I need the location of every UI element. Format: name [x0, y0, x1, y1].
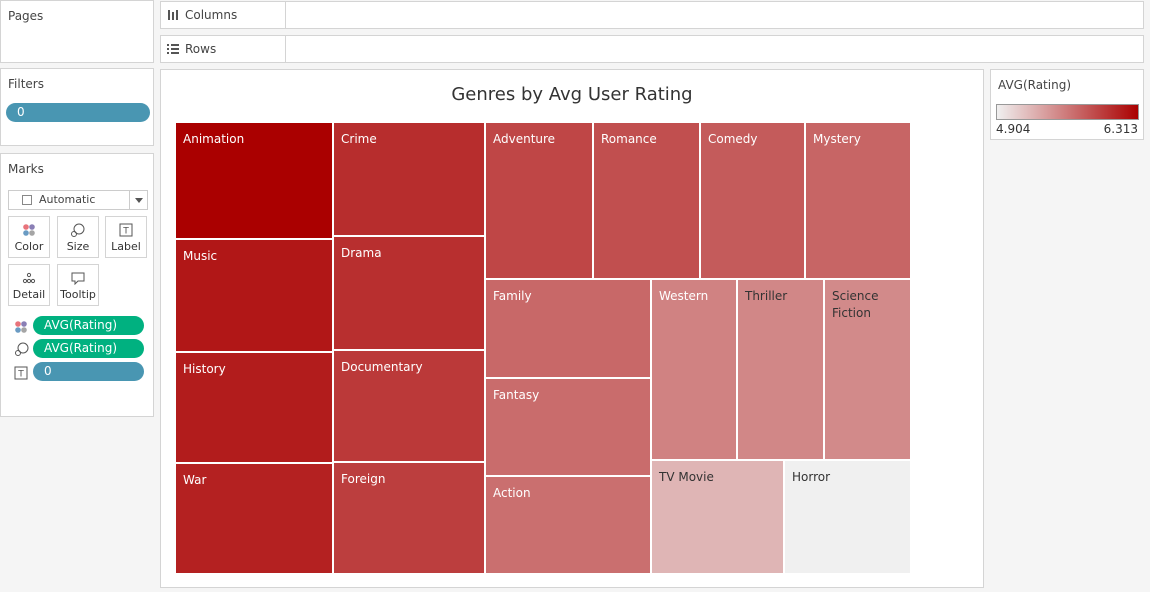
label-field-pill[interactable]: 0	[33, 362, 144, 381]
chevron-down-icon[interactable]	[129, 191, 147, 209]
tooltip-button-label: Tooltip	[60, 288, 96, 301]
tile-label: Science Fiction	[832, 289, 879, 320]
label-button[interactable]: T Label	[105, 216, 147, 258]
legend-min: 4.904	[996, 122, 1031, 136]
tile-crime[interactable]: Crime	[333, 122, 485, 236]
tile-tv-movie[interactable]: TV Movie	[651, 460, 784, 574]
tile-label: Mystery	[813, 132, 861, 146]
tile-label: Western	[659, 289, 709, 303]
tile-documentary[interactable]: Documentary	[333, 350, 485, 462]
tile-label: Comedy	[708, 132, 758, 146]
size-button[interactable]: Size	[57, 216, 99, 258]
svg-text:T: T	[17, 370, 24, 380]
columns-divider	[285, 2, 286, 28]
tile-drama[interactable]: Drama	[333, 236, 485, 350]
filters-panel[interactable]: Filters 0	[0, 68, 154, 146]
color-button-label: Color	[14, 240, 44, 253]
color-field-pill[interactable]: AVG(Rating)	[33, 316, 144, 335]
rows-label: Rows	[167, 42, 216, 56]
tooltip-button[interactable]: Tooltip	[57, 264, 99, 306]
detail-button-label: Detail	[12, 288, 46, 301]
tile-label: Horror	[792, 470, 831, 484]
size-field-pill[interactable]: AVG(Rating)	[33, 339, 144, 358]
tile-history[interactable]: History	[175, 352, 333, 463]
label-field-icon: T	[14, 365, 28, 384]
tile-horror[interactable]: Horror	[784, 460, 911, 574]
tile-foreign[interactable]: Foreign	[333, 462, 485, 574]
tile-label: Documentary	[341, 360, 423, 374]
pages-panel[interactable]: Pages	[0, 0, 154, 63]
tile-romance[interactable]: Romance	[593, 122, 700, 279]
tile-western[interactable]: Western	[651, 279, 737, 460]
tile-label: Family	[493, 289, 532, 303]
columns-shelf[interactable]: Columns	[160, 1, 1144, 29]
square-icon	[22, 195, 32, 205]
columns-icon	[168, 10, 178, 20]
tile-label: TV Movie	[659, 470, 714, 484]
tile-music[interactable]: Music	[175, 239, 333, 352]
detail-icon	[9, 271, 49, 285]
tile-thriller[interactable]: Thriller	[737, 279, 824, 460]
svg-text:T: T	[122, 227, 129, 237]
tile-label: Crime	[341, 132, 377, 146]
legend-max: 6.313	[1103, 122, 1138, 136]
tile-fantasy[interactable]: Fantasy	[485, 378, 651, 476]
detail-button[interactable]: Detail	[8, 264, 50, 306]
size-button-label: Size	[66, 240, 90, 253]
tile-label: History	[183, 362, 226, 376]
filters-title: Filters	[8, 77, 44, 91]
columns-text: Columns	[185, 8, 238, 22]
tooltip-icon	[58, 271, 98, 285]
color-legend[interactable]: AVG(Rating) 4.904 6.313	[990, 69, 1144, 140]
legend-gradient	[996, 104, 1139, 120]
tile-action[interactable]: Action	[485, 476, 651, 574]
tile-science-fiction[interactable]: Science Fiction	[824, 279, 911, 460]
tile-animation[interactable]: Animation	[175, 122, 333, 239]
tile-label: Romance	[601, 132, 657, 146]
tile-label: Adventure	[493, 132, 556, 146]
size-field-icon	[14, 341, 30, 361]
tile-label: Action	[493, 486, 531, 500]
marks-panel: Marks Automatic Color Size T Label Detai…	[0, 153, 154, 417]
tile-label: Drama	[341, 246, 382, 260]
rows-divider	[285, 36, 286, 62]
mark-type-value: Automatic	[39, 193, 96, 206]
color-field-icon	[14, 319, 28, 338]
tile-adventure[interactable]: Adventure	[485, 122, 593, 279]
pages-title: Pages	[8, 9, 44, 23]
viz-canvas: Genres by Avg User Rating Animation Musi…	[160, 69, 984, 588]
tile-war[interactable]: War	[175, 463, 333, 574]
rows-text: Rows	[185, 42, 217, 56]
label-button-label: Label	[111, 240, 141, 253]
treemap: Animation Music History War Crime Drama …	[175, 122, 911, 574]
label-icon: T	[106, 223, 146, 237]
tile-comedy[interactable]: Comedy	[700, 122, 805, 279]
tile-label: Animation	[183, 132, 245, 146]
tile-family[interactable]: Family	[485, 279, 651, 378]
color-icon	[9, 223, 49, 237]
color-button[interactable]: Color	[8, 216, 50, 258]
size-icon	[58, 223, 98, 237]
tile-label: Thriller	[745, 289, 788, 303]
tile-label: War	[183, 473, 207, 487]
mark-type-dropdown[interactable]: Automatic	[8, 190, 148, 210]
rows-icon	[167, 44, 179, 54]
chart-title: Genres by Avg User Rating	[451, 84, 693, 105]
legend-title: AVG(Rating)	[998, 78, 1072, 92]
marks-title: Marks	[8, 162, 44, 176]
rows-shelf[interactable]: Rows	[160, 35, 1144, 63]
columns-label: Columns	[167, 8, 237, 22]
tile-label: Music	[183, 249, 218, 263]
tile-label: Fantasy	[493, 388, 540, 402]
tile-mystery[interactable]: Mystery	[805, 122, 911, 279]
filter-pill[interactable]: 0	[6, 103, 150, 122]
tile-label: Foreign	[341, 472, 386, 486]
